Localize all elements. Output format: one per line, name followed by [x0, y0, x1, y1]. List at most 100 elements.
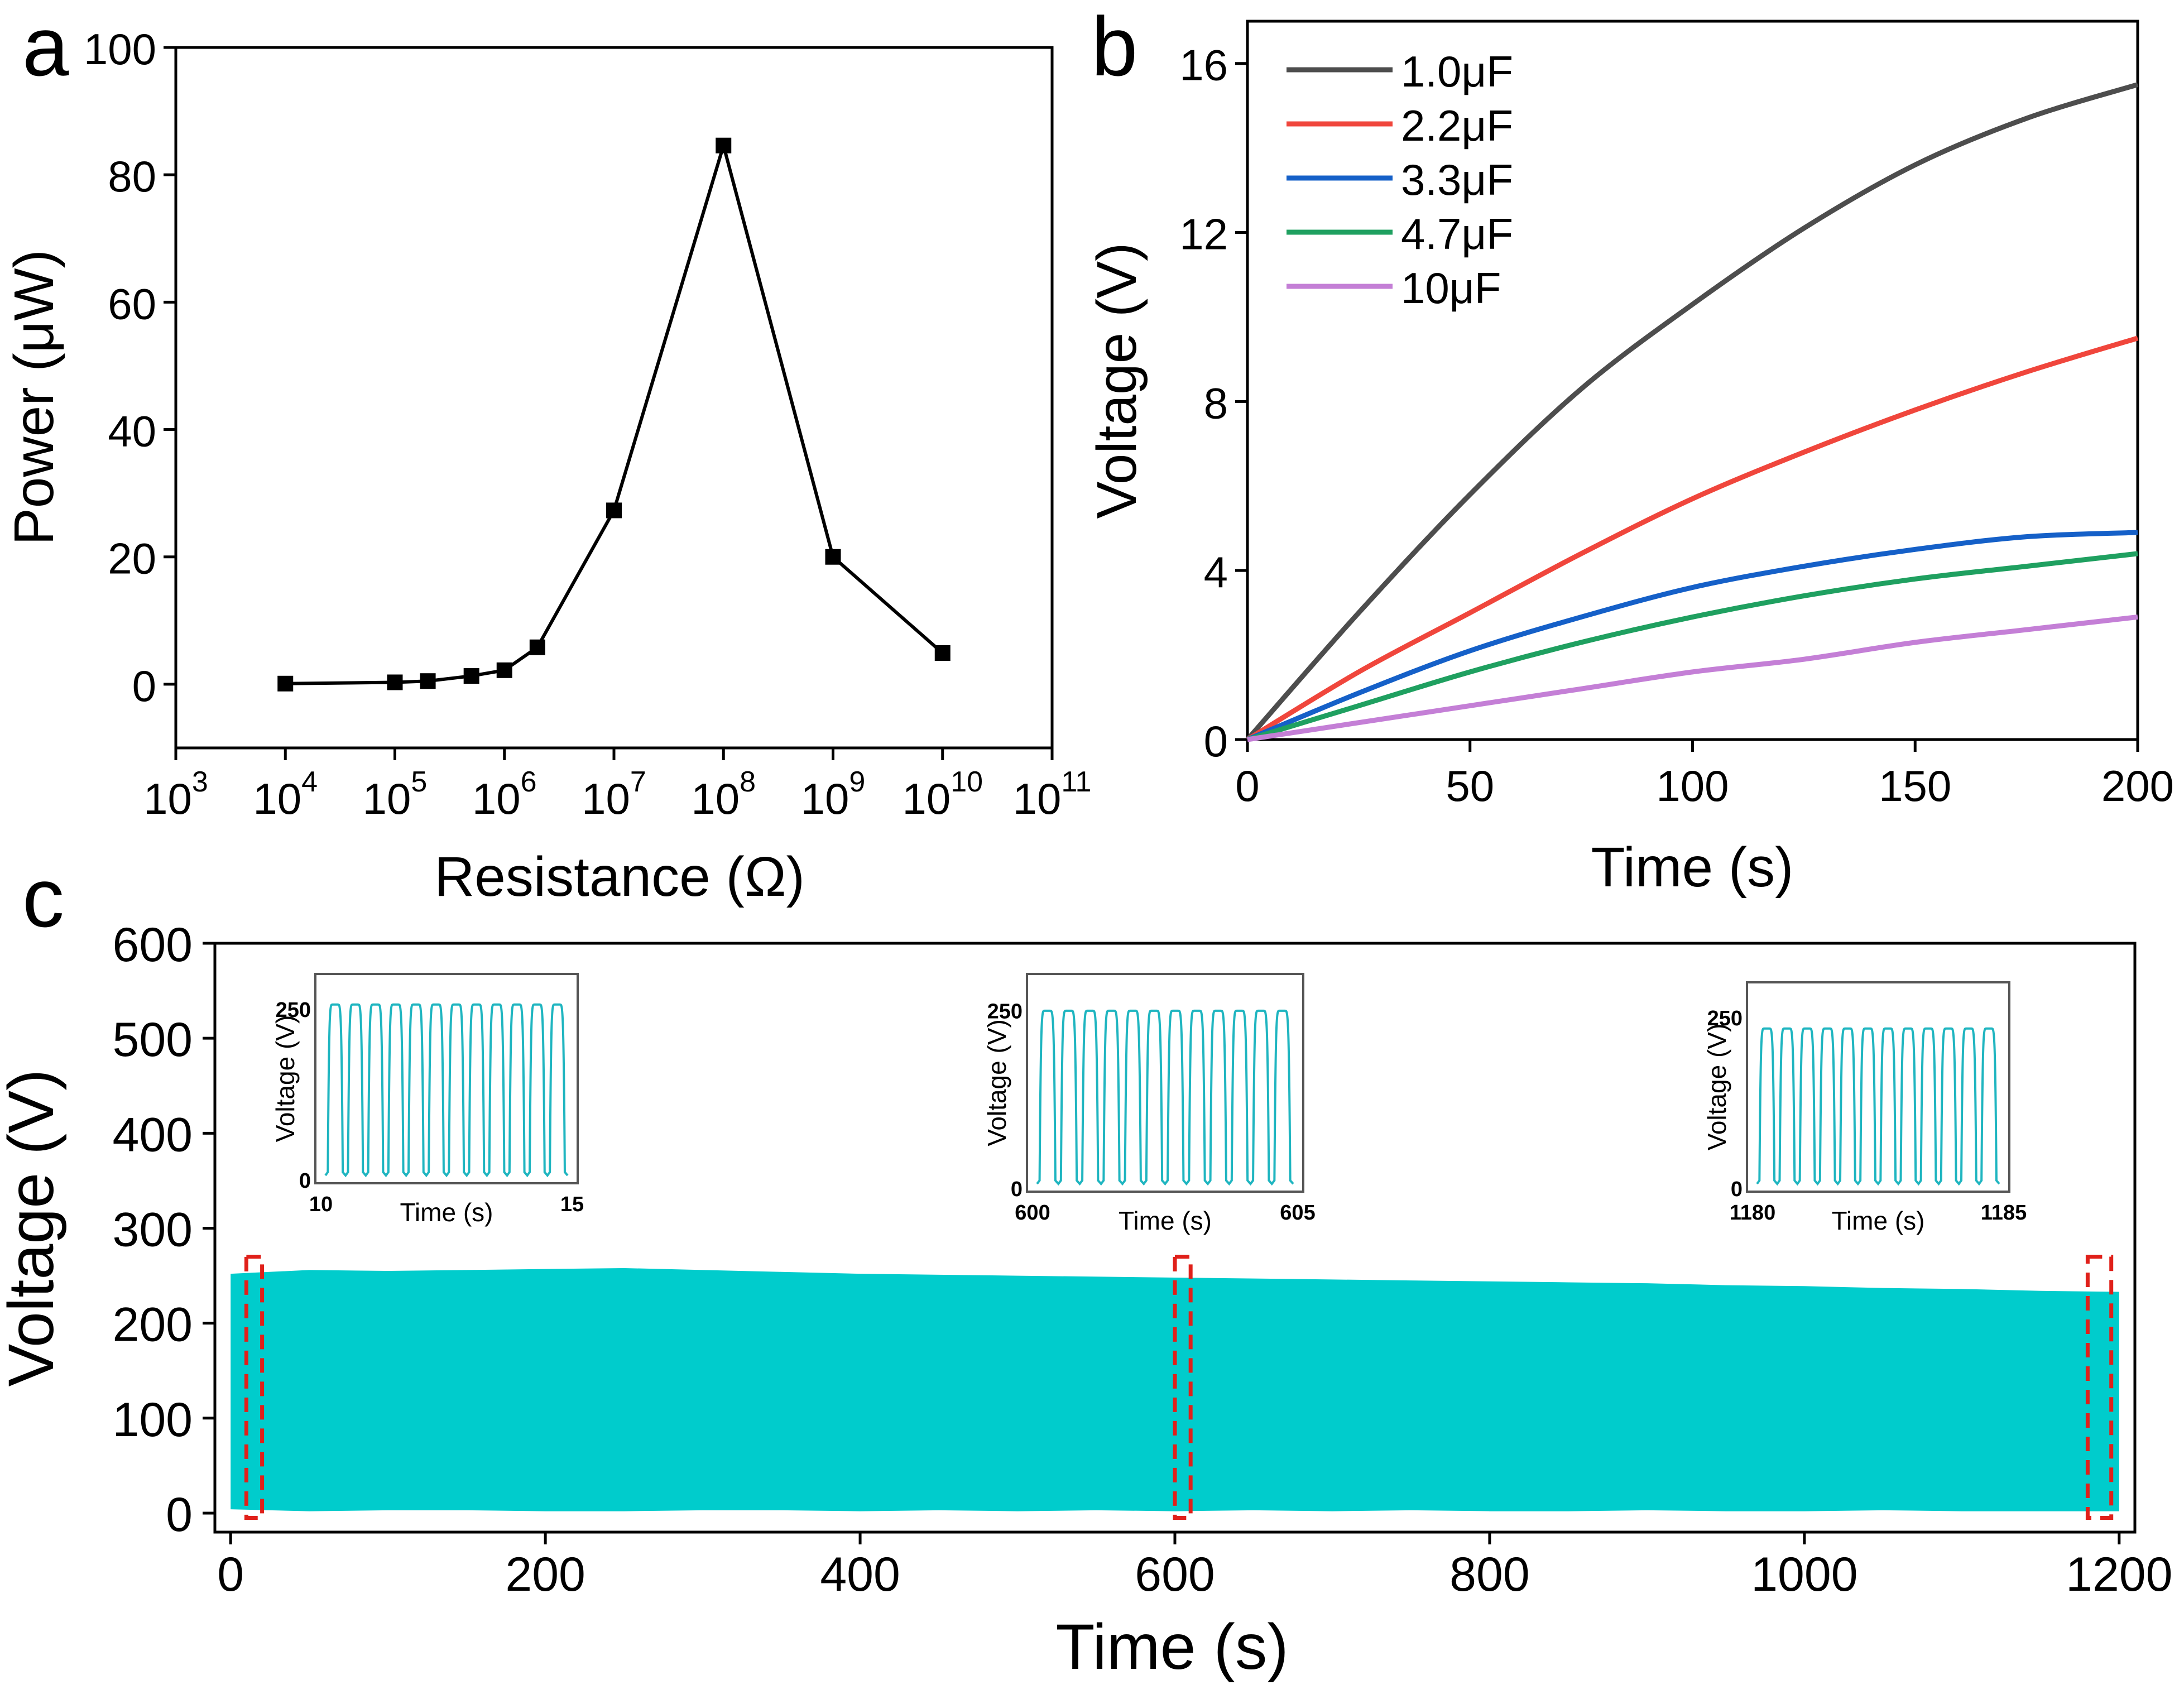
y-tick-label: 0 — [1204, 717, 1228, 766]
x-tick-label: 400 — [820, 1548, 900, 1601]
inset-frame — [1026, 973, 1304, 1193]
inset-x-tick-label: 10 — [309, 1193, 333, 1216]
legend-label: 4.7μF — [1401, 209, 1513, 258]
y-tick-label: 60 — [108, 279, 156, 328]
y-tick-label: 500 — [113, 1013, 193, 1067]
data-point — [606, 502, 622, 519]
y-tick-label: 16 — [1179, 41, 1228, 90]
inset-y-label: Voltage (V) — [271, 1015, 300, 1143]
inset-plot: 250 010 15 Time (s) Voltage (V) — [271, 973, 584, 1227]
x-tick-label: 103 — [143, 766, 208, 823]
x-tick-label: 100 — [1656, 761, 1729, 810]
panel-b-legend: 1.0μF 2.2μF 3.3μF 4.7μF 10μF — [1287, 47, 1513, 313]
legend-label: 3.3μF — [1401, 155, 1513, 204]
inset-x-label: Time (s) — [1832, 1206, 1925, 1235]
legend-label: 2.2μF — [1401, 101, 1513, 150]
y-tick-label: 8 — [1204, 378, 1228, 428]
legend-label: 10μF — [1401, 263, 1501, 313]
panel-label-a: a — [22, 0, 69, 93]
x-tick-label: 107 — [582, 766, 646, 823]
data-point — [463, 668, 479, 684]
series-line — [1245, 82, 2139, 741]
panel-c-y-label: Voltage (V) — [0, 1069, 67, 1387]
y-tick-label: 0 — [166, 1488, 193, 1542]
x-tick-label: 1011 — [1013, 766, 1092, 823]
panel-b-y-axis: 0 4 8 12 16 — [1179, 41, 1247, 766]
x-tick-label: 200 — [2101, 761, 2174, 810]
inset-x-label: Time (s) — [1119, 1206, 1212, 1235]
panel-a-y-label: Power (μW) — [3, 249, 65, 545]
y-tick-label: 100 — [113, 1393, 193, 1447]
data-point — [420, 673, 436, 689]
panel-b-y-label: Voltage (V) — [1086, 243, 1148, 519]
inset-y-tick-label: 250 — [276, 999, 311, 1022]
series-line — [1247, 614, 2138, 742]
inset-waveform — [1756, 1027, 2000, 1186]
inset-x-tick-label: 600 — [1015, 1201, 1050, 1225]
panel-c-y-axis: 0 100 200 300 400 500 600 — [113, 918, 215, 1542]
y-tick-label: 100 — [84, 25, 156, 74]
panel-label-c: c — [22, 851, 64, 944]
inset-y-label: Voltage (V) — [982, 1019, 1011, 1146]
x-tick-label: 1000 — [1751, 1548, 1857, 1601]
y-tick-label: 12 — [1179, 210, 1228, 259]
y-tick-label: 400 — [113, 1108, 193, 1162]
x-tick-label: 150 — [1879, 761, 1951, 810]
inset-x-tick-label: 1180 — [1730, 1201, 1775, 1225]
x-tick-label: 108 — [691, 766, 756, 823]
inset-x-label: Time (s) — [400, 1198, 493, 1227]
inset-y-tick-label: 250 — [987, 1000, 1023, 1023]
x-tick-label: 200 — [505, 1548, 585, 1601]
series-line — [1246, 335, 2139, 742]
inset-y-tick-label: 0 — [1731, 1178, 1743, 1201]
y-tick-label: 40 — [108, 407, 156, 456]
x-tick-label: 1010 — [902, 766, 983, 823]
data-point — [825, 549, 841, 565]
panel-a-y-axis: 0 20 40 60 80 100 — [84, 25, 176, 711]
data-point — [277, 675, 294, 692]
panel-a-x-label: Resistance (Ω) — [434, 846, 805, 908]
panel-c-x-axis: 0 200 400 600 800 1000 1200 — [217, 1532, 2172, 1601]
highlight-window — [2085, 1255, 2114, 1520]
series-line — [1246, 530, 2138, 742]
panel-b-series — [1245, 82, 2139, 742]
panel-b-x-label: Time (s) — [1591, 836, 1794, 899]
inset-x-tick-label: 1185 — [1981, 1201, 2027, 1225]
panel-a-x-axis: 103 104 105 106 107 108 109 1010 1011 — [143, 748, 1091, 823]
panel-b: b 0 4 8 12 16 0 50 100 150 200 1.0μF 2.2μF 3.3μF 4.… — [1086, 0, 2174, 899]
inset-waveform — [324, 1003, 569, 1178]
x-tick-label: 105 — [363, 766, 428, 823]
panel-b-x-axis: 0 50 100 150 200 — [1235, 740, 2174, 810]
y-tick-label: 80 — [108, 152, 156, 201]
series-line — [1246, 551, 2138, 742]
data-point — [496, 662, 512, 678]
x-tick-label: 800 — [1449, 1548, 1530, 1601]
data-point — [716, 137, 732, 153]
y-tick-label: 200 — [113, 1298, 193, 1352]
panel-a-plot-frame — [174, 46, 1054, 750]
y-tick-label: 20 — [108, 534, 156, 583]
x-tick-label: 50 — [1446, 761, 1494, 810]
data-point — [934, 645, 951, 661]
data-point — [387, 674, 403, 690]
y-tick-label: 4 — [1204, 548, 1228, 597]
y-tick-label: 300 — [113, 1203, 193, 1256]
x-tick-label: 104 — [253, 766, 318, 823]
inset-y-tick-label: 0 — [1011, 1178, 1023, 1201]
data-point — [529, 639, 545, 655]
panel-label-b: b — [1091, 0, 1137, 93]
highlight-window — [1173, 1255, 1193, 1520]
x-tick-label: 109 — [801, 766, 866, 823]
power-line — [285, 139, 944, 685]
panel-a: a 0 20 40 60 80 100 103 104 105 106 107 108 109 1010… — [3, 0, 1091, 908]
inset-y-tick-label: 0 — [299, 1169, 311, 1193]
voltage-area — [231, 1268, 2119, 1511]
highlight-window — [244, 1255, 265, 1520]
inset-y-tick-label: 250 — [1707, 1007, 1743, 1030]
inset-waveform — [1036, 1009, 1294, 1186]
